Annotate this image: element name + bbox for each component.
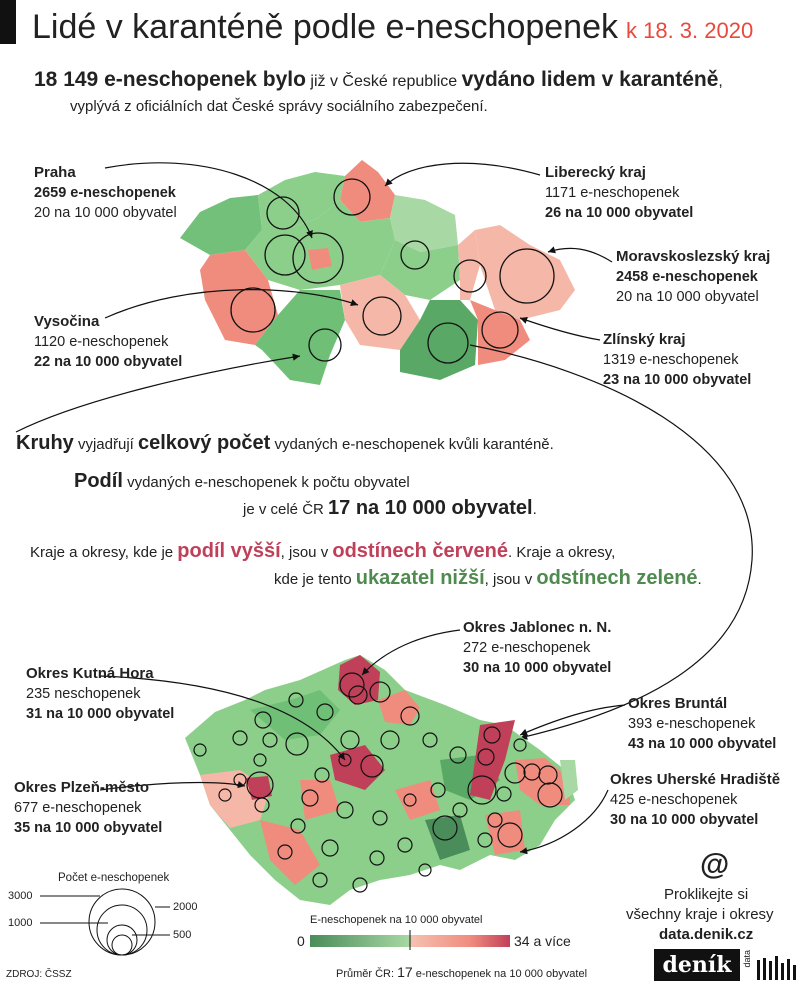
cta-line-2: všechny kraje i okresy [626, 906, 774, 923]
logo-data-label: data [742, 950, 752, 968]
callouts-upper [15, 162, 753, 740]
size-legend-3000: 3000 [8, 890, 33, 902]
region-stredocesky [245, 200, 395, 290]
label-kutna-hora: Okres Kutná Hora 235 neschopenek 31 na 1… [26, 665, 175, 722]
denik-logo: deník [654, 949, 740, 981]
source-note: ZDROJ: ČSSZ [6, 969, 72, 980]
region-karlovarsky [180, 195, 262, 255]
size-legend-circles [40, 888, 170, 956]
explain-share-2: je v celé ČR 17 na 10 000 obyvatel. [243, 497, 537, 519]
color-legend-average: Průměr ČR: 17 e-neschopenek na 10 000 ob… [336, 964, 588, 980]
lead-line-2: vyplývá z oficiálních dat České správy s… [70, 98, 488, 115]
cta-link[interactable]: data.denik.cz [659, 926, 754, 943]
color-legend-min: 0 [297, 933, 305, 949]
size-legend-1000: 1000 [8, 917, 33, 929]
color-legend-title: E-neschopenek na 10 000 obyvatel [310, 914, 483, 926]
region-liberecky [340, 160, 395, 222]
size-legend-2000: 2000 [173, 901, 198, 913]
lead-line-1: 18 149 e-neschopenek bylo již v České re… [34, 68, 723, 91]
label-liberecky: Liberecký kraj 1171 e-neschopenek 26 na … [545, 164, 694, 221]
district-circles [193, 672, 563, 893]
label-vysocina: Vysočina 1120 e-neschopenek 22 na 10 000… [34, 313, 183, 370]
explain-colors-1: Kraje a okresy, kde je podíl vyšší, jsou… [30, 540, 616, 562]
explain-circles: Kruhy vyjadřují celkový počet vydaných e… [16, 432, 554, 454]
label-bruntal: Okres Bruntál 393 e-neschopenek 43 na 10… [628, 695, 777, 752]
title-accent-bar [0, 0, 16, 44]
region-praha [308, 248, 332, 270]
region-ustecky [258, 172, 345, 230]
region-plzensky [200, 250, 278, 345]
size-legend-500: 500 [173, 929, 192, 941]
color-legend-max: 34 a více [514, 933, 571, 949]
at-icon: @ [700, 848, 730, 881]
explain-share-1: Podíl vydaných e-neschopenek k počtu oby… [74, 470, 410, 492]
region-vysocina [340, 275, 420, 350]
page-title: Lidé v karanténě podle e-neschopenek k 18… [32, 8, 754, 46]
region-olomoucky [458, 230, 480, 300]
callouts-lower [99, 629, 626, 855]
region-map [180, 160, 575, 385]
region-moravskoslezsky [475, 225, 575, 320]
label-praha: Praha 2659 e-neschopenek 20 na 10 000 ob… [34, 164, 177, 221]
label-plzen-mesto: Okres Plzeň-město 677 e-neschopenek 35 n… [14, 779, 163, 836]
size-legend-title: Počet e-neschopenek [58, 872, 170, 884]
logo-bars [757, 956, 796, 980]
label-moravskoslezsky: Moravskoslezský kraj 2458 e-neschopenek … [616, 248, 771, 305]
title-date: k 18. 3. 2020 [626, 18, 754, 43]
district-map [185, 655, 578, 905]
region-pardubicky [380, 240, 460, 300]
region-zlinsky [470, 300, 530, 365]
label-jablonec: Okres Jablonec n. N. 272 e-neschopenek 3… [463, 619, 612, 676]
cta-line-1: Proklikejte si [664, 886, 749, 903]
region-kralovehradecky [390, 195, 458, 252]
explain-colors-2: kde je tento ukazatel nižší, jsou v odst… [274, 567, 702, 589]
label-zlinsky: Zlínský kraj 1319 e-neschopenek 23 na 10… [603, 331, 752, 388]
label-uherske-hradiste: Okres Uherské Hradiště 425 e-neschopenek… [610, 771, 781, 828]
circle-praha [292, 232, 344, 284]
